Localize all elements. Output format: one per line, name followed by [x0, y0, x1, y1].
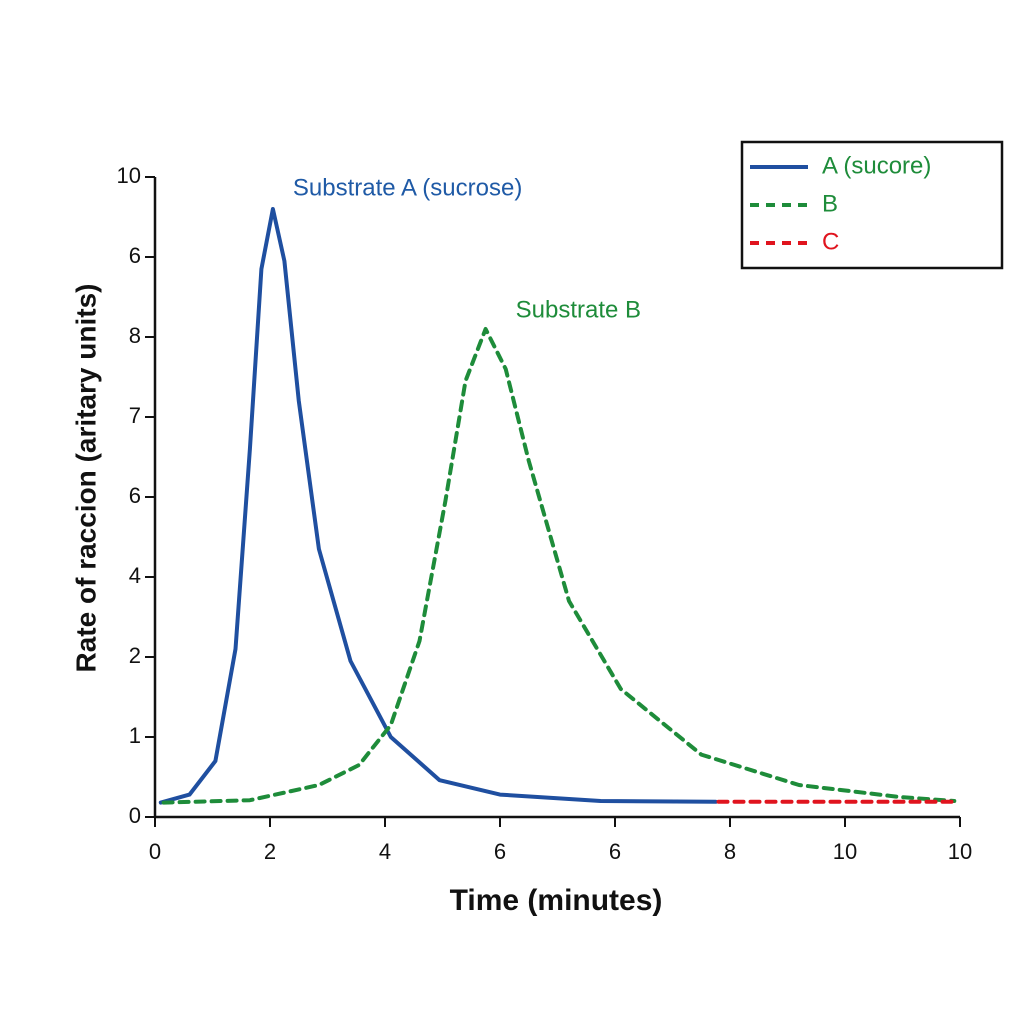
y-tick-label: 7: [129, 403, 141, 428]
y-tick-label: 2: [129, 643, 141, 668]
series-line: [158, 207, 718, 805]
legend-label: C: [822, 228, 839, 255]
x-tick-label: 8: [724, 839, 736, 864]
y-tick-label: 10: [117, 163, 141, 188]
y-tick-label: 4: [129, 563, 141, 588]
y-tick-label: 0: [129, 803, 141, 828]
y-tick-label: 8: [129, 323, 141, 348]
annotation: Substrate B: [516, 296, 641, 323]
x-axis-label: Time (minutes): [450, 884, 663, 917]
x-tick-label: 2: [264, 839, 276, 864]
y-tick-label: 6: [129, 243, 141, 268]
x-tick-label: 10: [948, 839, 972, 864]
x-tick-label: 10: [833, 839, 857, 864]
x-tick-label: 6: [609, 839, 621, 864]
x-tick-label: 4: [379, 839, 391, 864]
y-tick-label: 1: [129, 723, 141, 748]
series-line: [161, 327, 957, 805]
legend-label: B: [822, 190, 838, 217]
annotation: Substrate A (sucrose): [293, 174, 522, 201]
y-axis-label: Rate of raccion (aritary units): [70, 284, 101, 673]
y-tick-label: 6: [129, 483, 141, 508]
x-tick-label: 0: [149, 839, 161, 864]
legend-label: A (sucore): [822, 152, 931, 179]
x-tick-label: 6: [494, 839, 506, 864]
